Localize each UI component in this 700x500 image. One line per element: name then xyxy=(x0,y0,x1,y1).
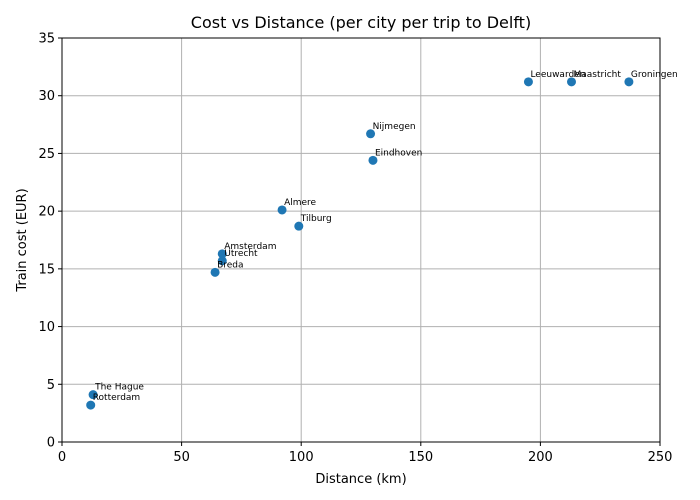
data-point-group: Maastricht xyxy=(566,70,621,87)
data-point-label: Leeuwarden xyxy=(530,70,585,80)
data-point-label: Amsterdam xyxy=(224,242,276,252)
data-point xyxy=(366,129,376,139)
data-point-group: Utrecht xyxy=(217,249,258,266)
y-axis: 0 5 10 15 20 25 30 35 xyxy=(38,32,62,451)
y-tick-label: 25 xyxy=(38,147,55,162)
data-point-group: Almere xyxy=(277,198,317,215)
y-axis-title: Train cost (EUR) xyxy=(15,188,30,292)
data-point-label: Utrecht xyxy=(224,249,258,259)
data-point-group: The Hague xyxy=(88,383,144,400)
y-tick: 0 xyxy=(47,436,62,451)
data-point-label: Breda xyxy=(217,260,243,270)
data-point-label: Eindhoven xyxy=(375,148,422,158)
y-tick: 20 xyxy=(38,205,62,220)
x-tick: 150 xyxy=(408,442,433,465)
data-point xyxy=(217,249,227,259)
data-point-label: Maastricht xyxy=(573,70,621,80)
data-point-group: Rotterdam xyxy=(86,393,140,410)
data-point-label: Groningen xyxy=(631,70,678,80)
x-tick: 0 xyxy=(58,442,66,465)
y-tick: 25 xyxy=(38,147,62,162)
data-point xyxy=(210,267,220,277)
y-tick-label: 15 xyxy=(38,262,55,277)
data-point-group: Leeuwarden xyxy=(523,70,585,87)
y-tick-label: 35 xyxy=(38,32,55,47)
data-point-group: Eindhoven xyxy=(368,148,422,165)
x-axis-title: Distance (km) xyxy=(315,472,406,487)
y-tick-label: 10 xyxy=(38,320,55,335)
data-point-group: Nijmegen xyxy=(366,122,416,139)
data-point-label: Nijmegen xyxy=(373,122,416,132)
data-point xyxy=(86,400,96,410)
y-tick: 15 xyxy=(38,262,62,277)
y-tick-label: 20 xyxy=(38,205,55,220)
data-point xyxy=(368,155,378,165)
y-tick-label: 0 xyxy=(47,436,55,451)
y-tick: 30 xyxy=(38,89,62,104)
x-tick-label: 0 xyxy=(58,450,66,465)
data-point xyxy=(523,77,533,87)
x-tick-label: 200 xyxy=(528,450,553,465)
data-point-label: Almere xyxy=(284,198,316,208)
x-tick-label: 150 xyxy=(408,450,433,465)
data-point-label: Rotterdam xyxy=(93,393,141,403)
data-point xyxy=(624,77,634,87)
x-tick-label: 50 xyxy=(173,450,190,465)
x-tick: 50 xyxy=(173,442,190,465)
x-tick: 250 xyxy=(648,442,673,465)
y-tick-label: 5 xyxy=(47,378,55,393)
data-point-group: Groningen xyxy=(624,70,678,87)
x-tick-label: 250 xyxy=(648,450,673,465)
data-point xyxy=(217,256,227,266)
data-point xyxy=(566,77,576,87)
y-tick: 10 xyxy=(38,320,62,335)
data-point-group: Amsterdam xyxy=(217,242,276,259)
x-tick: 100 xyxy=(289,442,314,465)
data-point-label: Tilburg xyxy=(300,214,332,224)
x-tick-label: 100 xyxy=(289,450,314,465)
data-point xyxy=(88,390,98,400)
data-point xyxy=(277,205,287,215)
chart-title: Cost vs Distance (per city per trip to D… xyxy=(191,13,531,32)
grid xyxy=(61,37,661,443)
data-point-label: The Hague xyxy=(94,383,144,393)
data-point xyxy=(294,221,304,231)
x-axis: 0 50 100 150 200 250 xyxy=(58,442,673,465)
data-point-group: Breda xyxy=(210,260,244,277)
y-tick-label: 30 xyxy=(38,89,55,104)
y-tick: 5 xyxy=(47,378,62,393)
plot-frame xyxy=(61,37,661,443)
y-tick: 35 xyxy=(38,32,62,47)
data-point-group: Tilburg xyxy=(294,214,332,231)
x-tick: 200 xyxy=(528,442,553,465)
